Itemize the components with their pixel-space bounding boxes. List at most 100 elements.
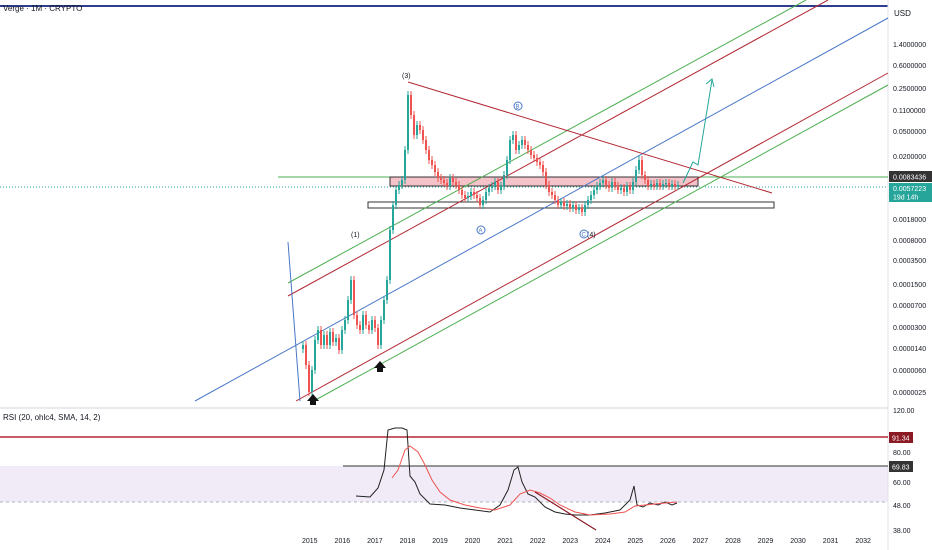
candle-body <box>416 125 418 135</box>
candle-body <box>569 204 571 208</box>
candle-body <box>332 332 334 342</box>
candle-body <box>662 184 664 186</box>
candle-body <box>578 208 580 210</box>
candle-body <box>458 185 460 190</box>
candle-body <box>449 178 451 186</box>
candle-body <box>650 184 652 186</box>
rsi-lower-label: 69.83 <box>892 465 910 472</box>
time-tick-label: 2026 <box>660 538 676 545</box>
candle-body <box>302 345 304 349</box>
time-tick-label: 2032 <box>855 538 871 545</box>
wave-label-4: (4) <box>587 232 596 239</box>
time-tick-label: 2028 <box>725 538 741 545</box>
candle-body <box>500 186 502 190</box>
candle-body <box>452 178 454 182</box>
candle-body <box>446 183 448 186</box>
countdown-label: 19d 14h <box>893 195 918 202</box>
price-axis: 1.4000000 0.6000000 0.2500000 0.1100000 0.05… <box>893 42 926 397</box>
currency-label[interactable]: USD <box>894 9 911 18</box>
candle-body <box>524 140 526 145</box>
candle-body <box>623 188 625 192</box>
candle-body <box>572 205 574 208</box>
candle-body <box>356 315 358 325</box>
candle-body <box>437 172 439 178</box>
symbol-title[interactable]: Verge · 1M · CRYPTO <box>3 4 83 13</box>
projection-path <box>682 79 713 184</box>
candle-body <box>512 135 514 140</box>
rsi-lower-badge <box>889 461 913 472</box>
candle-body <box>551 192 553 195</box>
candle-body <box>599 183 601 186</box>
candle-body <box>596 186 598 190</box>
candle-body <box>665 183 667 185</box>
candle-body <box>518 145 520 150</box>
channel-green-upper <box>287 0 807 284</box>
candle-body <box>308 365 310 392</box>
candle-body <box>461 190 463 195</box>
candle-body <box>374 320 376 328</box>
candle-body <box>536 158 538 162</box>
buy-arrow-icon <box>374 361 386 372</box>
candle-body <box>482 200 484 205</box>
candle-body <box>677 185 679 187</box>
candle-body <box>593 190 595 195</box>
candle-body <box>404 150 406 180</box>
candle-body <box>335 338 337 342</box>
prev-price-badge <box>889 171 932 182</box>
candle-body <box>647 180 649 186</box>
candle-body <box>491 186 493 188</box>
candle-body <box>383 300 385 320</box>
candle-body <box>584 205 586 212</box>
candle-body <box>440 178 442 180</box>
time-tick-label: 2025 <box>628 538 644 545</box>
candle-body <box>635 170 637 182</box>
candle-body <box>395 190 397 205</box>
channel-green-lower <box>309 84 889 404</box>
candle-body <box>317 330 319 340</box>
candles-group <box>302 91 679 396</box>
candle-body <box>464 195 466 198</box>
candle-body <box>545 172 547 185</box>
candle-body <box>410 95 412 115</box>
time-tick-label: 2024 <box>595 538 611 545</box>
rsi-indicator-title[interactable]: RSI (20, ohlc4, SMA, 14, 2) <box>3 413 101 422</box>
candle-body <box>314 340 316 370</box>
rsi-tick-label: 80.00 <box>893 450 911 457</box>
candle-body <box>305 345 307 365</box>
current-price-badge <box>889 183 932 202</box>
candle-body <box>590 195 592 200</box>
candle-body <box>617 186 619 190</box>
time-tick-label: 2016 <box>335 538 351 545</box>
rsi-upper-badge <box>889 432 913 443</box>
price-tick-label: 0.0000025 <box>893 390 926 397</box>
candle-body <box>533 155 535 158</box>
resistance-zone <box>389 176 699 187</box>
time-tick-label: 2017 <box>367 538 383 545</box>
candle-body <box>389 230 391 280</box>
candle-body <box>614 182 616 186</box>
candle-body <box>422 130 424 140</box>
candle-body <box>521 140 523 145</box>
candle-body <box>413 115 415 135</box>
candle-body <box>368 325 370 330</box>
price-tick-label: 0.0000140 <box>893 346 926 353</box>
candle-body <box>398 185 400 190</box>
time-tick-label: 2031 <box>823 538 839 545</box>
candle-body <box>629 186 631 190</box>
time-tick-label: 2020 <box>465 538 481 545</box>
price-tick-label: 0.1100000 <box>893 108 926 115</box>
candle-body <box>494 182 496 186</box>
time-axis: 2015 2016 2017 2018 2019 2020 2021 2022 2023 2024… <box>302 538 871 545</box>
candle-body <box>407 95 409 150</box>
candle-body <box>602 180 604 183</box>
candle-body <box>365 315 367 325</box>
candle-body <box>431 160 433 165</box>
wave-b-circle <box>513 101 523 111</box>
price-tick-label: 0.0200000 <box>893 154 926 161</box>
candle-body <box>674 184 676 186</box>
candle-body <box>329 332 331 345</box>
candle-body <box>455 182 457 185</box>
candle-body <box>560 202 562 205</box>
candle-body <box>554 195 556 200</box>
